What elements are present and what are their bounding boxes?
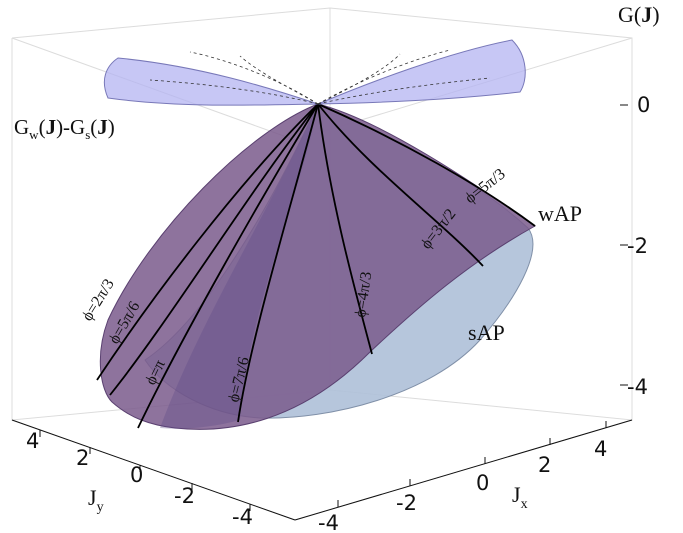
- difference-surface: [103, 39, 526, 106]
- wap-label: wAP: [538, 201, 582, 226]
- jy-axis: 4 2 0 -2 -4 Jy: [11, 419, 296, 529]
- phi-curve-4pi3: [317, 103, 373, 355]
- z-axis: 0 -2 -4 G(J): [618, 2, 660, 399]
- phi-curve-3pi2: [317, 103, 484, 267]
- jy-tick-4: 4: [26, 429, 39, 453]
- jx-tick-0: 0: [476, 471, 489, 495]
- wap-surface: [99, 103, 536, 430]
- phi-curve-pi: [137, 103, 319, 429]
- z-axis-title: G(J): [618, 2, 660, 27]
- phi-curves: [96, 103, 536, 429]
- jy-tick-minus4: -4: [232, 505, 253, 529]
- z-tick-minus4: -4: [627, 375, 648, 399]
- z-tick-minus2: -2: [627, 234, 648, 258]
- jx-tick-minus2: -2: [396, 491, 417, 515]
- wap-front-shading: [160, 104, 318, 429]
- jx-tick-minus4: -4: [318, 511, 339, 533]
- jx-axis-title: Jx: [512, 482, 528, 512]
- jx-axis: -4 -2 0 2 4 Jx: [294, 419, 633, 533]
- jx-tick-2: 2: [538, 453, 551, 477]
- jy-axis-title: Jy: [88, 485, 104, 515]
- difference-mesh: [149, 49, 491, 105]
- phi-curve-5pi6: [109, 103, 319, 396]
- jy-tick-2: 2: [76, 446, 89, 470]
- sap-label: sAP: [468, 320, 505, 345]
- z-tick-0: 0: [637, 93, 650, 117]
- phi-curve-2pi3: [96, 103, 319, 381]
- jy-tick-minus2: -2: [174, 484, 195, 508]
- difference-label: Gw(J)-Gs(J): [14, 115, 115, 142]
- phi-curve-7pi6: [237, 103, 319, 423]
- jy-tick-0: 0: [130, 463, 143, 487]
- phi-curve-5pi3: [317, 103, 536, 227]
- phi-label-4pi3: ϕ=4π/3: [352, 271, 375, 319]
- jx-tick-4: 4: [594, 437, 607, 461]
